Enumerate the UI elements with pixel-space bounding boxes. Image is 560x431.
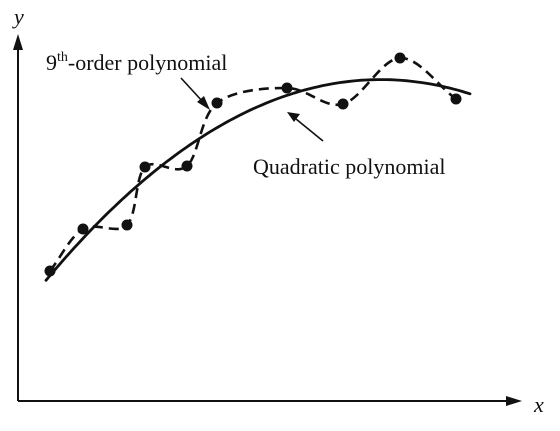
x-axis-arrow bbox=[506, 396, 522, 406]
label-9th-main: 9 bbox=[46, 50, 57, 75]
label-9th-order-polynomial: 9th-order polynomial bbox=[46, 50, 227, 75]
data-point bbox=[337, 98, 349, 110]
series-9th-order-polynomial bbox=[48, 56, 457, 272]
callout-arrow-9th-order bbox=[180, 77, 210, 110]
data-point bbox=[211, 97, 223, 109]
data-point bbox=[394, 52, 406, 64]
data-point bbox=[281, 82, 293, 94]
label-9th-rest: -order polynomial bbox=[68, 50, 227, 75]
x-axis-label: x bbox=[533, 392, 544, 417]
data-point bbox=[181, 160, 193, 172]
data-point bbox=[450, 93, 462, 105]
data-point bbox=[139, 161, 151, 173]
label-quadratic-polynomial: Quadratic polynomial bbox=[253, 154, 445, 179]
series-quadratic-polynomial bbox=[44, 78, 472, 282]
y-axis-label: y bbox=[12, 4, 24, 29]
y-axis-arrow bbox=[13, 34, 23, 50]
label-9th-superscript: th bbox=[57, 50, 68, 65]
data-point bbox=[44, 265, 56, 277]
data-points bbox=[44, 52, 462, 277]
data-point bbox=[77, 223, 89, 235]
data-point bbox=[121, 219, 133, 231]
callout-arrow-quadratic bbox=[287, 112, 324, 142]
